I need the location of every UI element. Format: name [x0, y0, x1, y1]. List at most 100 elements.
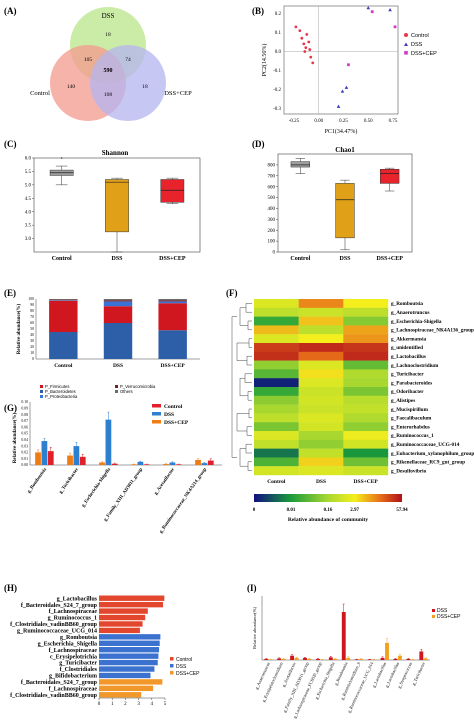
phylum-y-tick: 60 — [30, 321, 34, 325]
dss-cep-bar — [367, 659, 372, 660]
heatmap-cell — [343, 395, 389, 405]
heatmap-cell — [254, 431, 299, 440]
heatmap-cell — [298, 457, 344, 467]
pca-y-tick: -0.1 — [273, 69, 281, 74]
heatmap-cell — [343, 325, 389, 335]
legend-h-dss: DSS — [176, 664, 187, 670]
legend-i-dss: DSS — [437, 608, 448, 614]
heatmap-cell — [298, 351, 344, 361]
genus-bar — [131, 464, 137, 465]
genus-bar — [35, 452, 41, 465]
heatmap-cell — [298, 413, 344, 423]
heatmap-cell — [298, 439, 344, 449]
pca-point-control — [305, 33, 309, 36]
heatmap-row-label: g_Desulfovibrio — [391, 468, 427, 474]
shannon-y-tick: 4.0 — [25, 210, 32, 215]
phylum-bar-segment — [49, 332, 78, 359]
lda-x-tick: 0 — [98, 702, 101, 707]
genus-y-tick: 0.03 — [21, 444, 28, 448]
legend-swatch-control — [152, 404, 161, 408]
phylum-bar-segment — [49, 299, 78, 301]
heatmap-row-label: g_Rikenellaceae_RC9_gut_group — [391, 460, 465, 466]
phylum-bar-segment — [49, 300, 78, 332]
phylum-bar-segment — [158, 303, 187, 331]
lda-row-label: f_Clostridiales — [60, 667, 98, 673]
dss-cep-bar — [354, 659, 359, 660]
phylum-bar-segment — [103, 301, 133, 307]
heatmap-cell — [343, 351, 389, 361]
pca-point-dss-cep — [393, 25, 397, 29]
panel-h-lda: (H) 0 1 2 3 4 5g_Lactobacillusf_Bacteroidales… — [4, 583, 200, 707]
pca-y-label: PC2(14.56%) — [261, 44, 268, 77]
chao1-x-label: Control — [290, 256, 310, 262]
dendrogram-branch — [248, 408, 252, 419]
heatmap-cell — [298, 369, 344, 379]
dss-cep-bar — [397, 655, 402, 660]
chao1-x-label: DSS — [339, 256, 351, 262]
lda-x-tick: 1 — [111, 702, 114, 707]
genus-bar — [99, 462, 105, 465]
dss-cep-bar — [320, 659, 325, 660]
pca-point-dss — [340, 89, 345, 93]
dss-cep-bar — [277, 658, 282, 660]
phylum-y-tick: 0 — [32, 357, 34, 361]
heatmap-row-label: g_Akkermansia — [391, 336, 427, 342]
dendrogram-branch — [239, 448, 248, 467]
heatmap-row-label: g_Odoribacter — [391, 389, 424, 395]
pca-point-control — [303, 50, 307, 53]
dss-cep-bar — [341, 612, 346, 660]
heatmap-cell — [298, 404, 344, 414]
heatmap-cell — [343, 387, 389, 396]
heatmap-row-label: g_Lachnospiraceae_NK4A136_group — [391, 328, 474, 334]
phylum-y-tick: 90 — [30, 303, 34, 307]
pca-x-label: PC1(34.47%) — [325, 128, 358, 135]
pca-point-dss — [388, 7, 392, 12]
chao1-y-tick: 800 — [268, 163, 276, 168]
panel-e-label: (E) — [4, 288, 16, 298]
heatmap-cell — [254, 351, 299, 361]
chao1-box — [380, 168, 400, 184]
lda-bar — [99, 666, 155, 672]
dss-cep-bar — [281, 658, 286, 660]
genus-bar — [41, 441, 48, 465]
lda-bar — [99, 608, 148, 614]
venn-count-all: 590 — [104, 68, 113, 74]
heatmap-cell — [254, 299, 299, 308]
pca-point-control — [304, 46, 308, 50]
heatmap-cell — [343, 378, 389, 388]
phylum-x-label: DSS+CEP — [161, 363, 186, 369]
heatmap-row-label: g_Parabacteroides — [391, 380, 432, 386]
heatmap-cell — [254, 387, 299, 396]
heatmap-cell — [254, 466, 299, 476]
phylum-y-tick: 50 — [30, 327, 34, 331]
venn-count-dss-control: 105 — [84, 57, 93, 63]
venn-count-dss-cep: 74 — [125, 57, 131, 63]
legend-label-control: Control — [411, 33, 429, 39]
lda-row-label: g_Escherichia_Shigella — [38, 641, 97, 647]
heatmap-cell — [254, 439, 299, 449]
heatmap-cell — [343, 343, 389, 352]
chao1-y-tick: 700 — [268, 174, 276, 179]
genus-y-tick: 0.05 — [21, 432, 28, 436]
phylum-y-tick: 80 — [30, 309, 34, 313]
genus-y-tick: 0.00 — [21, 463, 28, 467]
lda-x-tick: 3 — [137, 702, 140, 707]
dss-cep-legend: DSS DSS+CEP — [432, 608, 461, 620]
genus-x-label: g_Escherichia-Shigella — [81, 467, 112, 509]
genus-y-tick: 0.08 — [21, 413, 28, 417]
heatmap-cell — [298, 466, 344, 476]
heatmap-cell — [343, 448, 389, 458]
pca-point-control — [311, 61, 315, 65]
pca-point-dss — [366, 6, 371, 10]
legend-marker-dss — [404, 42, 408, 46]
shannon-boxplot: 3.0 3.5 4.0 4.5 5.0 5.5 6.0 Control DSS DSS+CEP — [25, 157, 201, 262]
dss-cep-bar — [303, 657, 307, 660]
venn-set-dss: DSS — [102, 12, 115, 20]
heatmap-cell — [298, 334, 344, 344]
heatmap-cell — [254, 378, 299, 388]
heatmap-scale-tick: 0.01 — [287, 508, 296, 513]
heatmap-cell — [298, 395, 344, 405]
heatmap-row-label: g_Eubacterium_xylanophilum_group — [391, 451, 474, 457]
lda-bar — [99, 614, 146, 621]
heatmap-row-label: g_Romboutsia — [391, 301, 423, 307]
